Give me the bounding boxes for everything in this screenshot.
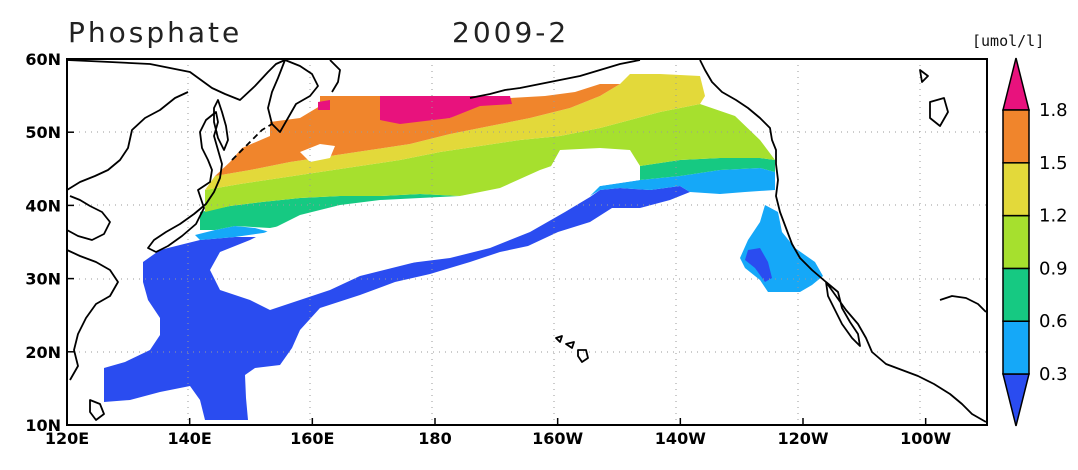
- map-title-date: 2009-2: [452, 16, 569, 49]
- lon-tick-label: 140W: [655, 429, 706, 448]
- field-yellow-band: [205, 74, 705, 190]
- lat-tick-label: 60N: [25, 50, 61, 69]
- colorbar-segment: [1002, 267, 1030, 322]
- lat-tick-label: 30N: [25, 270, 61, 289]
- lon-tick-label: 160E: [290, 429, 334, 448]
- colorbar-level-label: 1.8: [1039, 100, 1068, 121]
- data-field: [104, 74, 823, 420]
- colorbar-segment: [1002, 214, 1030, 270]
- colorbar-level-label: 0.9: [1039, 258, 1068, 279]
- coast-japan: [147, 111, 223, 253]
- colorbar-bottom-triangle: [1002, 373, 1030, 427]
- colorbar-segment: [1002, 109, 1030, 164]
- field-light-blue-east: [590, 168, 775, 196]
- lat-tick-labels: 10N 20N 30N 40N 50N 60N: [25, 50, 74, 435]
- colorbar-level-label: 0.6: [1039, 311, 1068, 332]
- field-magenta-patch: [380, 96, 512, 124]
- grid-lines: [67, 59, 987, 425]
- field-magenta-small: [318, 100, 330, 110]
- field-green-east: [640, 158, 775, 180]
- map-frame: [66, 58, 988, 426]
- field-gap-north: [210, 152, 640, 310]
- colorbar-segment: [1002, 320, 1030, 375]
- coast-east-asia: [66, 59, 286, 421]
- lon-tick-label: 180: [418, 429, 451, 448]
- field-gap-kamchatka: [300, 144, 335, 162]
- colorbar-level-label: 0.3: [1039, 364, 1068, 385]
- colorbar-top-triangle: [1002, 57, 1030, 111]
- colorbar-level-label: 1.5: [1039, 153, 1068, 174]
- lon-tick-label: 120E: [45, 429, 89, 448]
- lat-tick-label: 20N: [25, 343, 61, 362]
- colorbar-units: [umol/l]: [972, 32, 1044, 50]
- coast-bc-islands: [919, 69, 949, 127]
- map-panel: 120E 140E 160E 180 160W 140W 120W 100W 10N 20N 30…: [25, 50, 988, 448]
- lon-tick-label: 140E: [168, 429, 212, 448]
- colorbar-segment: [1002, 162, 1030, 217]
- lon-tick-labels: 120E 140E 160E 180 160W 140W 120W 100W: [45, 418, 952, 448]
- lon-tick-label: 160W: [532, 429, 583, 448]
- field-yellowgreen-band: [205, 104, 775, 212]
- map-title-variable: Phosphate: [68, 16, 242, 49]
- field-california-inner: [745, 248, 772, 282]
- lat-tick-label: 10N: [25, 416, 61, 435]
- lat-tick-label: 50N: [25, 123, 61, 142]
- lon-tick-label: 120W: [777, 429, 828, 448]
- coast-north-america: [329, 59, 987, 423]
- coast-hawaii: [555, 335, 589, 363]
- colorbar: 0.3 0.6 0.9 1.2 1.5 1.8: [1002, 57, 1068, 427]
- colorbar-level-label: 1.2: [1039, 206, 1068, 227]
- coast-kamchatka: [267, 59, 319, 133]
- lat-tick-label: 40N: [25, 196, 61, 215]
- lon-tick-label: 100W: [900, 429, 951, 448]
- coast-sakhalin: [213, 99, 229, 151]
- coastlines: [66, 59, 987, 423]
- field-light-blue-band: [195, 226, 270, 240]
